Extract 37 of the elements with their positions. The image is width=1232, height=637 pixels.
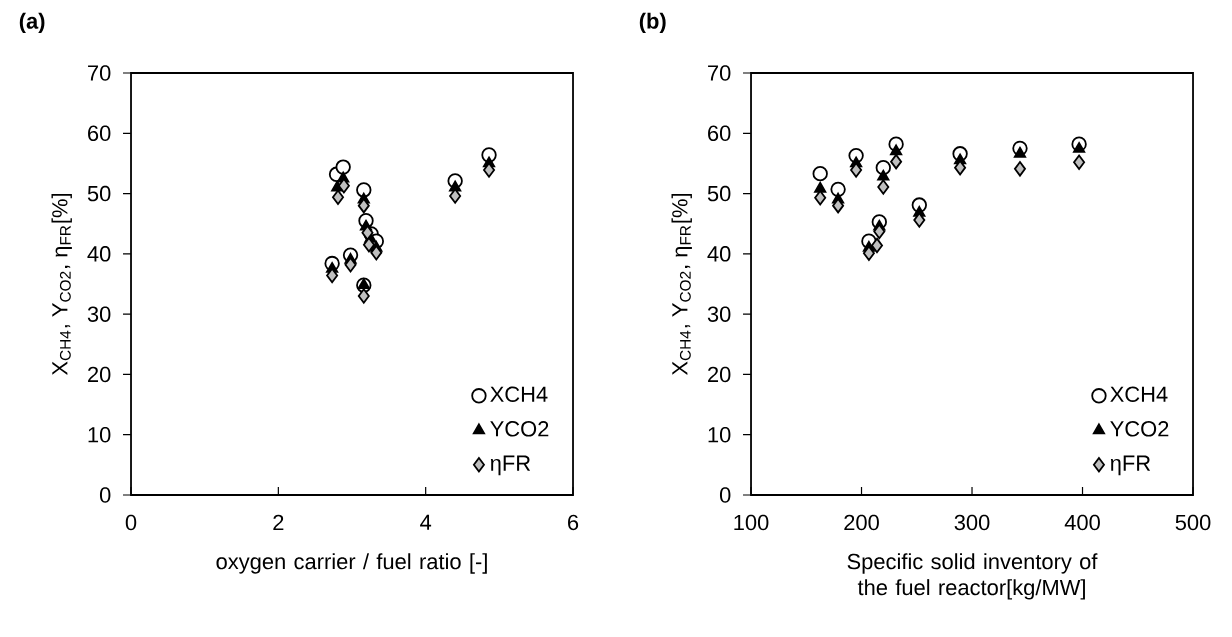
x-tick-label: 200 [844, 514, 879, 531]
legend-label: XCH4 [490, 386, 548, 402]
y-tick-label: 30 [707, 306, 731, 322]
y-tick-label: 10 [88, 426, 111, 443]
legend-label: ηFR [1110, 455, 1151, 476]
x-tick-label: 300 [954, 514, 990, 531]
y-tick-label: 70 [88, 65, 111, 81]
x-axis-title: oxygen carrier / fuel ratio [-] [216, 553, 487, 574]
x-tick-label: 0 [125, 514, 137, 531]
y-tick-label: 70 [708, 65, 731, 81]
x-tick-label: 4 [420, 514, 432, 530]
y-tick-label: 20 [88, 366, 111, 383]
legend-label: YCO2 [1110, 421, 1169, 437]
y-tick-label: 40 [87, 246, 111, 262]
legend-label: YCO2 [490, 421, 549, 437]
y-tick-label: 10 [708, 426, 731, 443]
y-axis-title: X$_{CH4}$, Y$_{CO2}$, η$_{FR}$[%] [671, 193, 692, 376]
y-tick-label: 60 [708, 125, 731, 142]
y-tick-label: 50 [87, 185, 111, 202]
x-tick-label: 500 [1175, 514, 1211, 531]
x-tick-label: 2 [273, 514, 284, 531]
x-axis-title: Specific solid inventory of the fuel reactor[kg/MW] [847, 553, 1098, 600]
y-tick-label: 60 [88, 125, 111, 142]
y-tick-label: 30 [87, 306, 111, 322]
y-tick-label: 0 [719, 487, 731, 503]
legend-label: ηFR [490, 455, 531, 476]
legend-label: XCH4 [1110, 386, 1168, 402]
y-tick-label: 40 [707, 246, 731, 262]
y-axis-title: X$_{CH4}$, Y$_{CO2}$, η$_{FR}$[%] [51, 194, 72, 376]
chart-title: (b) [639, 12, 666, 34]
x-tick-label: 100 [734, 514, 769, 531]
x-tick-label: 400 [1064, 514, 1100, 531]
y-tick-label: 0 [99, 487, 111, 503]
x-tick-label: 6 [568, 514, 579, 531]
y-tick-label: 50 [707, 185, 731, 202]
y-tick-label: 20 [708, 366, 731, 383]
chart-title: (a) [19, 12, 45, 34]
